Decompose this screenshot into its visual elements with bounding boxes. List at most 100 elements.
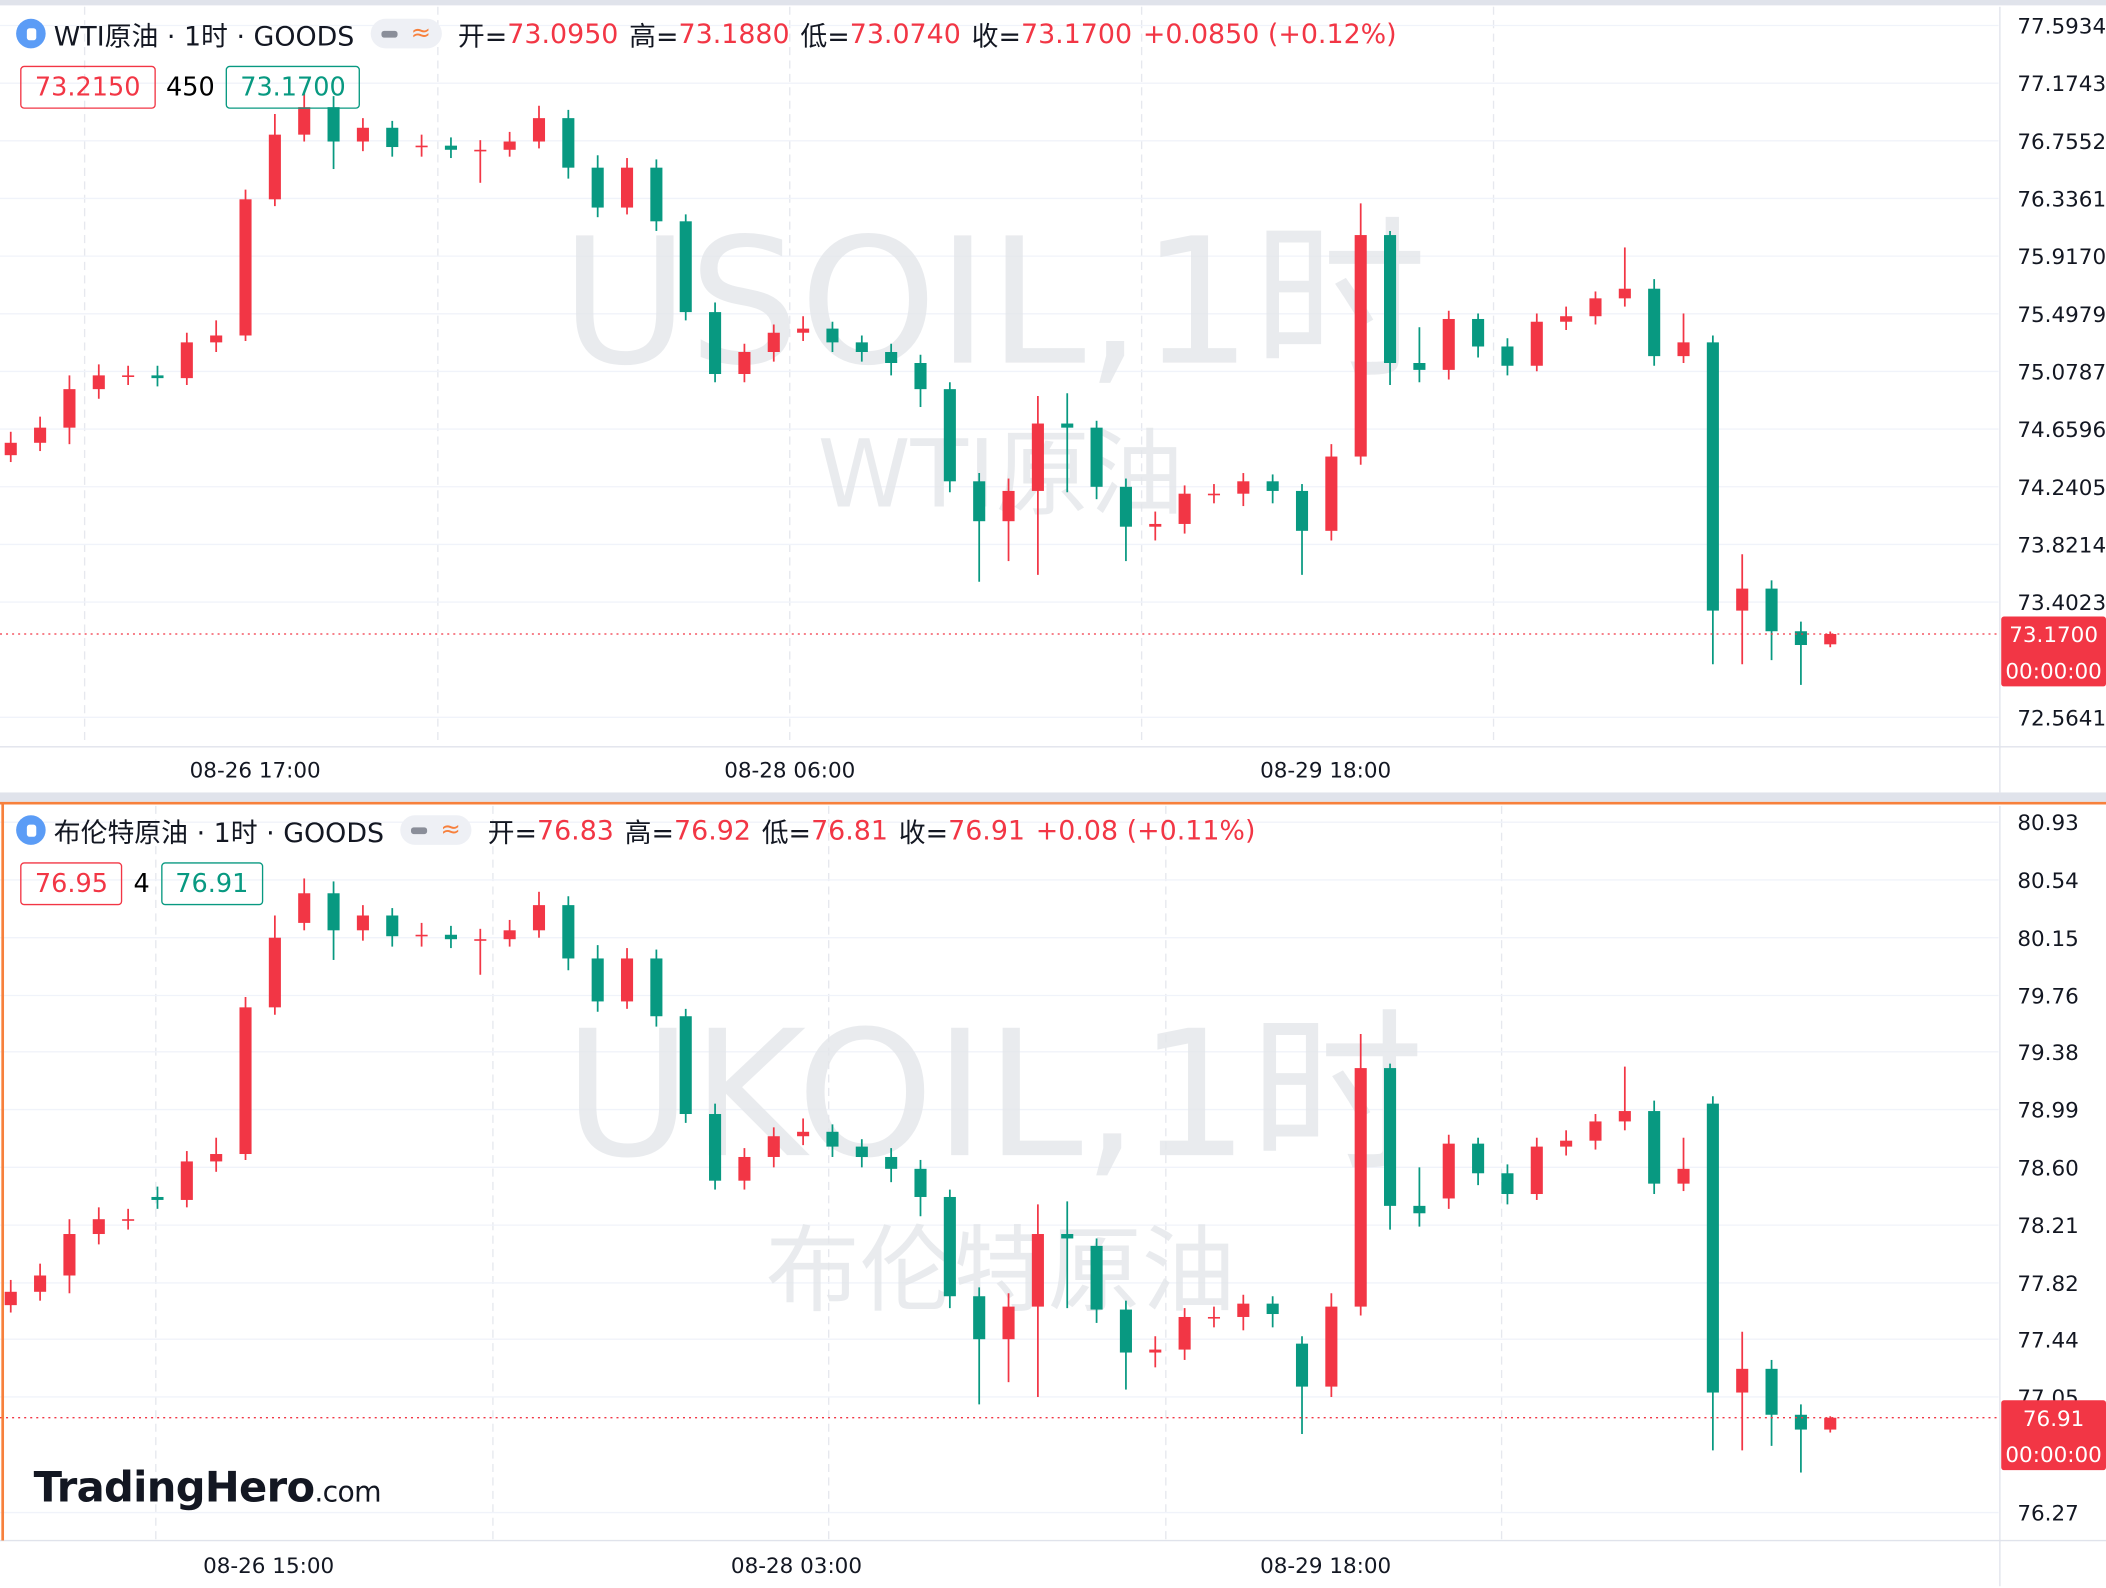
candle-body [1589, 298, 1602, 317]
y-tick-label: 76.7552 [2017, 130, 2106, 155]
candle-body [1384, 1068, 1397, 1206]
y-tick-label: 79.38 [2017, 1041, 2078, 1066]
candle-body [709, 1114, 722, 1181]
candle-body [1178, 1316, 1191, 1350]
legend-header: WTI原油 · 1时 · GOODS ≈ 开= 73.0950 高= 73.1880… [16, 13, 1407, 53]
ask-price[interactable]: 76.91 [160, 862, 264, 906]
y-tick-label: 74.6596 [2017, 418, 2106, 443]
indicator-pill[interactable]: ≈ [370, 18, 442, 49]
y-tick-label: 72.5641 [2017, 706, 2106, 731]
watermark: USOIL,1时 [561, 202, 1427, 405]
candle-body [1501, 1173, 1514, 1195]
candle-body [1648, 288, 1661, 357]
candle-body [1090, 1245, 1103, 1310]
candle-body [1706, 1103, 1719, 1393]
candle-body [151, 375, 164, 379]
y-tick-label: 75.4979 [2017, 303, 2106, 328]
candle-body [92, 375, 105, 390]
symbol-icon[interactable] [16, 815, 46, 845]
candle-body [327, 107, 340, 142]
logo: TradingHero.com [34, 1464, 382, 1512]
candle-body [356, 127, 369, 142]
candle-body [1149, 1349, 1162, 1353]
y-tick-label: 78.99 [2017, 1099, 2078, 1124]
last-price-tag [2001, 1400, 2106, 1471]
candle-body [973, 481, 986, 522]
y-tick-label: 79.76 [2017, 985, 2078, 1010]
y-tick-label: 74.2405 [2017, 476, 2106, 501]
x-tick-label: 08-26 17:00 [190, 759, 321, 784]
candle-body [943, 1196, 956, 1297]
bid-price[interactable]: 73.2150 [20, 65, 156, 109]
candle-body [122, 375, 135, 377]
ohlc-value: 73.0950 [507, 17, 619, 50]
y-tick-label: 75.9170 [2017, 245, 2106, 270]
countdown: 00:00:00 [2005, 659, 2101, 684]
candle-body [34, 427, 47, 443]
ohlc-label: 低= [761, 815, 812, 849]
candle-body [1325, 1306, 1338, 1387]
ask-price[interactable]: 73.1700 [225, 65, 361, 109]
candle-body [1119, 486, 1132, 527]
symbol-title[interactable]: 布伦特原油 · 1时 · GOODS [53, 815, 385, 849]
x-tick-label: 08-28 06:00 [724, 759, 855, 784]
candle-body [1266, 481, 1279, 491]
candle-body [63, 389, 76, 428]
ohlc-label: 低= [800, 19, 850, 52]
x-tick-label: 08-28 03:00 [731, 1554, 862, 1579]
candle-body [1442, 1143, 1455, 1199]
candle-body [767, 332, 780, 352]
candle-body [239, 199, 252, 336]
candle-body [591, 167, 604, 208]
candle-body [1266, 1303, 1279, 1315]
candle-body [356, 915, 369, 931]
candle-body [474, 939, 487, 941]
candle-body [1413, 1205, 1426, 1214]
candle-body [1295, 490, 1309, 531]
ohlc-label: 收= [898, 815, 949, 849]
candle-body [1472, 1143, 1485, 1174]
indicator-pill[interactable]: ≈ [400, 815, 472, 845]
candle-body [914, 363, 927, 390]
candle-body [1765, 588, 1778, 632]
candle-body [1061, 1234, 1074, 1239]
candle-body [738, 351, 751, 375]
symbol-icon[interactable] [16, 18, 46, 49]
candle-body [386, 127, 399, 148]
candle-body [1413, 363, 1426, 370]
candle-body [650, 167, 663, 222]
watermark-sub: 布伦特原油 [766, 1217, 1236, 1326]
x-tick-label: 08-29 18:00 [1260, 759, 1391, 784]
x-tick-label: 08-29 18:00 [1260, 1554, 1391, 1579]
y-tick-label: 78.60 [2017, 1156, 2078, 1181]
candle-body [1237, 481, 1250, 494]
spread: 450 [165, 72, 215, 103]
ohlc-value: 73.1880 [678, 17, 790, 50]
watermark: UKOIL,1时 [564, 994, 1424, 1197]
candle-body [1560, 316, 1573, 322]
ohlc-label: 开= [487, 815, 537, 849]
y-tick-label: 77.44 [2017, 1328, 2078, 1353]
candle-body [1824, 1417, 1837, 1430]
bid-price[interactable]: 76.95 [20, 862, 123, 906]
symbol-title[interactable]: WTI原油 · 1时 · GOODS [53, 19, 355, 52]
candle-body [1295, 1343, 1309, 1387]
candle-body [1794, 1414, 1807, 1430]
candle-body [1119, 1309, 1132, 1353]
candle-body [679, 221, 692, 313]
ohlc-value: 76.83 [536, 813, 614, 847]
candle-body [1530, 1146, 1543, 1195]
logo-suffix: .com [314, 1476, 381, 1509]
spread: 4 [133, 868, 150, 899]
candle-body [738, 1156, 751, 1181]
candle-body [679, 1016, 692, 1115]
candle-body [1618, 1111, 1631, 1122]
candle-body [1207, 493, 1221, 496]
candle-body [1090, 427, 1103, 487]
candle-body [1648, 1111, 1661, 1184]
candle-body [1178, 493, 1191, 524]
y-tick-label: 80.15 [2017, 927, 2078, 952]
candle-body [826, 328, 839, 343]
